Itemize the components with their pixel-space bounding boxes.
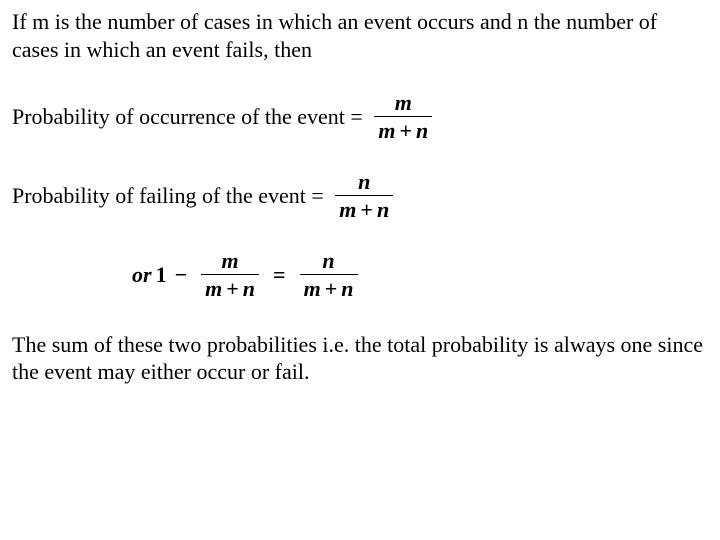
- frac-num: n: [318, 249, 338, 272]
- intro-text: If m is the number of cases in which an …: [12, 8, 708, 63]
- frac-num: n: [354, 170, 374, 193]
- eq-right-fraction: n m+n: [300, 249, 358, 300]
- frac-den: m+n: [335, 198, 393, 221]
- equation-line: or 1 − m m+n = n m+n: [132, 249, 708, 300]
- equals-op: =: [273, 261, 286, 289]
- frac-num: m: [218, 249, 243, 272]
- one: 1: [156, 261, 167, 289]
- frac-den: m+n: [374, 119, 432, 142]
- failing-label: Probability of failing of the event =: [12, 182, 329, 210]
- occurrence-row: Probability of occurrence of the event =…: [12, 91, 708, 142]
- occurrence-label: Probability of occurrence of the event =: [12, 103, 368, 131]
- failing-fraction: n m+n: [335, 170, 393, 221]
- or-word: or: [132, 261, 152, 289]
- frac-num: m: [391, 91, 416, 114]
- failing-row: Probability of failing of the event = n …: [12, 170, 708, 221]
- frac-den: m+n: [201, 277, 259, 300]
- frac-bar: [335, 195, 393, 196]
- frac-den: m+n: [300, 277, 358, 300]
- frac-bar: [201, 274, 259, 275]
- eq-left-fraction: m m+n: [201, 249, 259, 300]
- frac-bar: [374, 116, 432, 117]
- minus-op: −: [175, 261, 188, 289]
- conclusion-text: The sum of these two probabilities i.e. …: [12, 331, 708, 386]
- occurrence-fraction: m m+n: [374, 91, 432, 142]
- frac-bar: [300, 274, 358, 275]
